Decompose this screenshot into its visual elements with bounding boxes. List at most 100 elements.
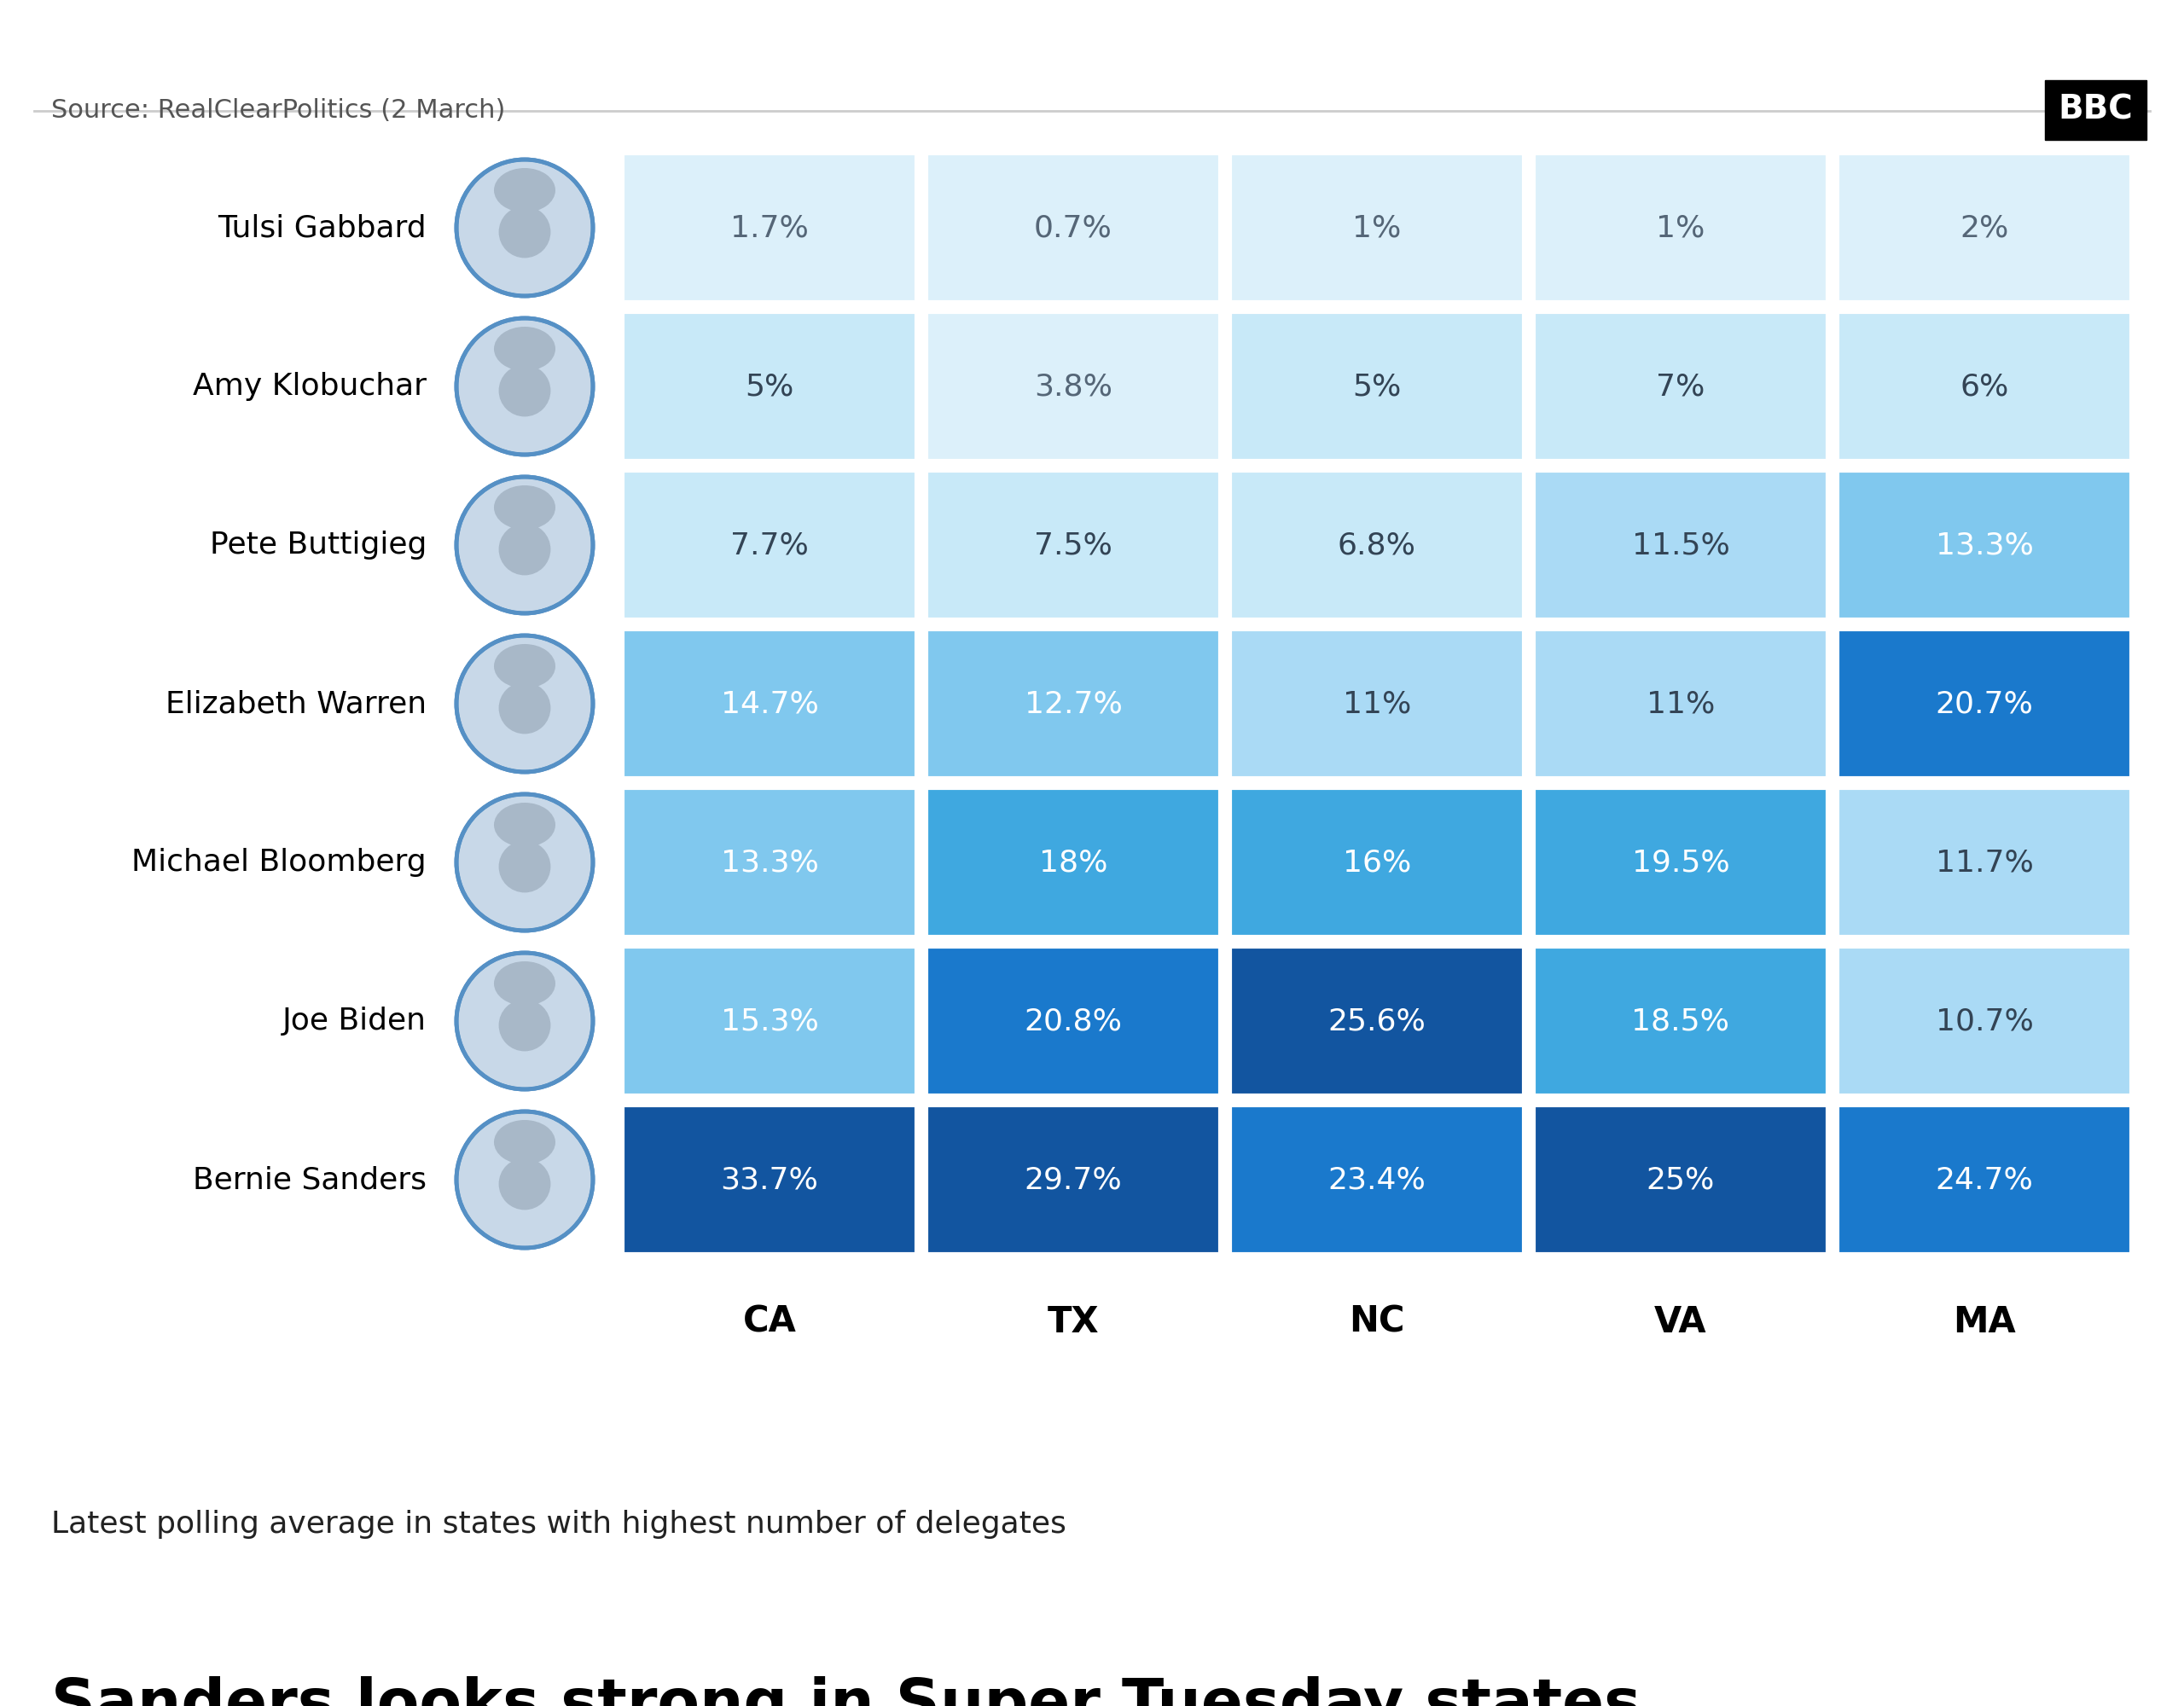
Bar [622, 788, 917, 937]
Text: 18.5%: 18.5% [1631, 1007, 1730, 1036]
Text: 7%: 7% [1655, 372, 1706, 401]
Bar [1837, 154, 2132, 302]
Text: 33.7%: 33.7% [721, 1165, 819, 1194]
Bar [1837, 788, 2132, 937]
Text: Joe Biden: Joe Biden [282, 1007, 426, 1036]
Text: TX: TX [1048, 1303, 1099, 1341]
Text: 6.8%: 6.8% [1337, 531, 1415, 560]
Ellipse shape [494, 328, 555, 372]
Text: 14.7%: 14.7% [721, 689, 819, 718]
Bar [1533, 1105, 1828, 1254]
Ellipse shape [494, 962, 555, 1005]
Bar [926, 154, 1221, 302]
Text: 23.4%: 23.4% [1328, 1165, 1426, 1194]
Text: 20.8%: 20.8% [1024, 1007, 1123, 1036]
Bar [1230, 154, 1524, 302]
Bar [622, 947, 917, 1095]
Text: 2%: 2% [1959, 213, 2009, 242]
Text: 29.7%: 29.7% [1024, 1165, 1123, 1194]
Text: 24.7%: 24.7% [1935, 1165, 2033, 1194]
Text: 5%: 5% [745, 372, 795, 401]
Bar [622, 1105, 917, 1254]
Bar [622, 630, 917, 778]
Text: 3.8%: 3.8% [1033, 372, 1112, 401]
Text: 11%: 11% [1647, 689, 1714, 718]
Text: MA: MA [1952, 1303, 2016, 1341]
Text: 12.7%: 12.7% [1024, 689, 1123, 718]
Circle shape [456, 635, 592, 771]
Ellipse shape [494, 485, 555, 529]
Text: CA: CA [743, 1303, 797, 1341]
Text: 15.3%: 15.3% [721, 1007, 819, 1036]
Bar [1533, 630, 1828, 778]
Bar [926, 788, 1221, 937]
Bar [926, 312, 1221, 461]
Circle shape [498, 841, 550, 892]
Circle shape [456, 795, 592, 931]
Circle shape [498, 1158, 550, 1210]
Text: 19.5%: 19.5% [1631, 848, 1730, 877]
Text: 11.7%: 11.7% [1935, 848, 2033, 877]
Bar [1533, 788, 1828, 937]
Bar [1837, 947, 2132, 1095]
Bar [622, 312, 917, 461]
Circle shape [456, 1112, 592, 1249]
Text: 1%: 1% [1655, 213, 1706, 242]
Text: 16%: 16% [1343, 848, 1411, 877]
Text: 20.7%: 20.7% [1935, 689, 2033, 718]
Ellipse shape [494, 804, 555, 846]
Bar [1230, 947, 1524, 1095]
Circle shape [456, 952, 592, 1090]
Bar [926, 471, 1221, 619]
Bar [1230, 471, 1524, 619]
Text: 11.5%: 11.5% [1631, 531, 1730, 560]
Circle shape [498, 206, 550, 258]
Text: BBC: BBC [2057, 94, 2134, 126]
Text: 10.7%: 10.7% [1935, 1007, 2033, 1036]
Text: Pete Buttigieg: Pete Buttigieg [210, 531, 426, 560]
Text: 1.7%: 1.7% [729, 213, 808, 242]
Bar [1230, 312, 1524, 461]
Ellipse shape [494, 1119, 555, 1163]
Bar [926, 630, 1221, 778]
Text: 7.7%: 7.7% [729, 531, 808, 560]
Bar [1230, 788, 1524, 937]
Circle shape [456, 476, 592, 614]
Text: Amy Klobuchar: Amy Klobuchar [192, 372, 426, 401]
Text: Bernie Sanders: Bernie Sanders [192, 1165, 426, 1194]
Text: Michael Bloomberg: Michael Bloomberg [131, 848, 426, 877]
Ellipse shape [494, 169, 555, 212]
Text: 18%: 18% [1040, 848, 1107, 877]
Circle shape [498, 365, 550, 416]
Text: 11%: 11% [1343, 689, 1411, 718]
Bar [1533, 947, 1828, 1095]
Text: 6%: 6% [1959, 372, 2009, 401]
Bar [926, 947, 1221, 1095]
Bar [1230, 1105, 1524, 1254]
Circle shape [498, 1000, 550, 1051]
Text: Elizabeth Warren: Elizabeth Warren [166, 689, 426, 718]
Text: 13.3%: 13.3% [721, 848, 819, 877]
Bar [622, 154, 917, 302]
Bar [622, 471, 917, 619]
Text: Source: RealClearPolitics (2 March): Source: RealClearPolitics (2 March) [50, 97, 505, 123]
Circle shape [498, 682, 550, 734]
Bar [1837, 312, 2132, 461]
Bar [1837, 630, 2132, 778]
Bar [926, 1105, 1221, 1254]
Text: Sanders looks strong in Super Tuesday states: Sanders looks strong in Super Tuesday st… [50, 1675, 1640, 1706]
Text: 0.7%: 0.7% [1033, 213, 1112, 242]
Text: 7.5%: 7.5% [1033, 531, 1112, 560]
Ellipse shape [494, 643, 555, 688]
Text: Tulsi Gabbard: Tulsi Gabbard [218, 213, 426, 242]
Bar [1533, 471, 1828, 619]
Text: Latest polling average in states with highest number of delegates: Latest polling average in states with hi… [50, 1510, 1066, 1539]
Circle shape [456, 317, 592, 454]
Circle shape [456, 160, 592, 297]
Circle shape [498, 524, 550, 575]
Text: NC: NC [1350, 1303, 1404, 1341]
Bar [1837, 1105, 2132, 1254]
Text: 5%: 5% [1352, 372, 1402, 401]
Bar [1230, 630, 1524, 778]
Text: 13.3%: 13.3% [1935, 531, 2033, 560]
